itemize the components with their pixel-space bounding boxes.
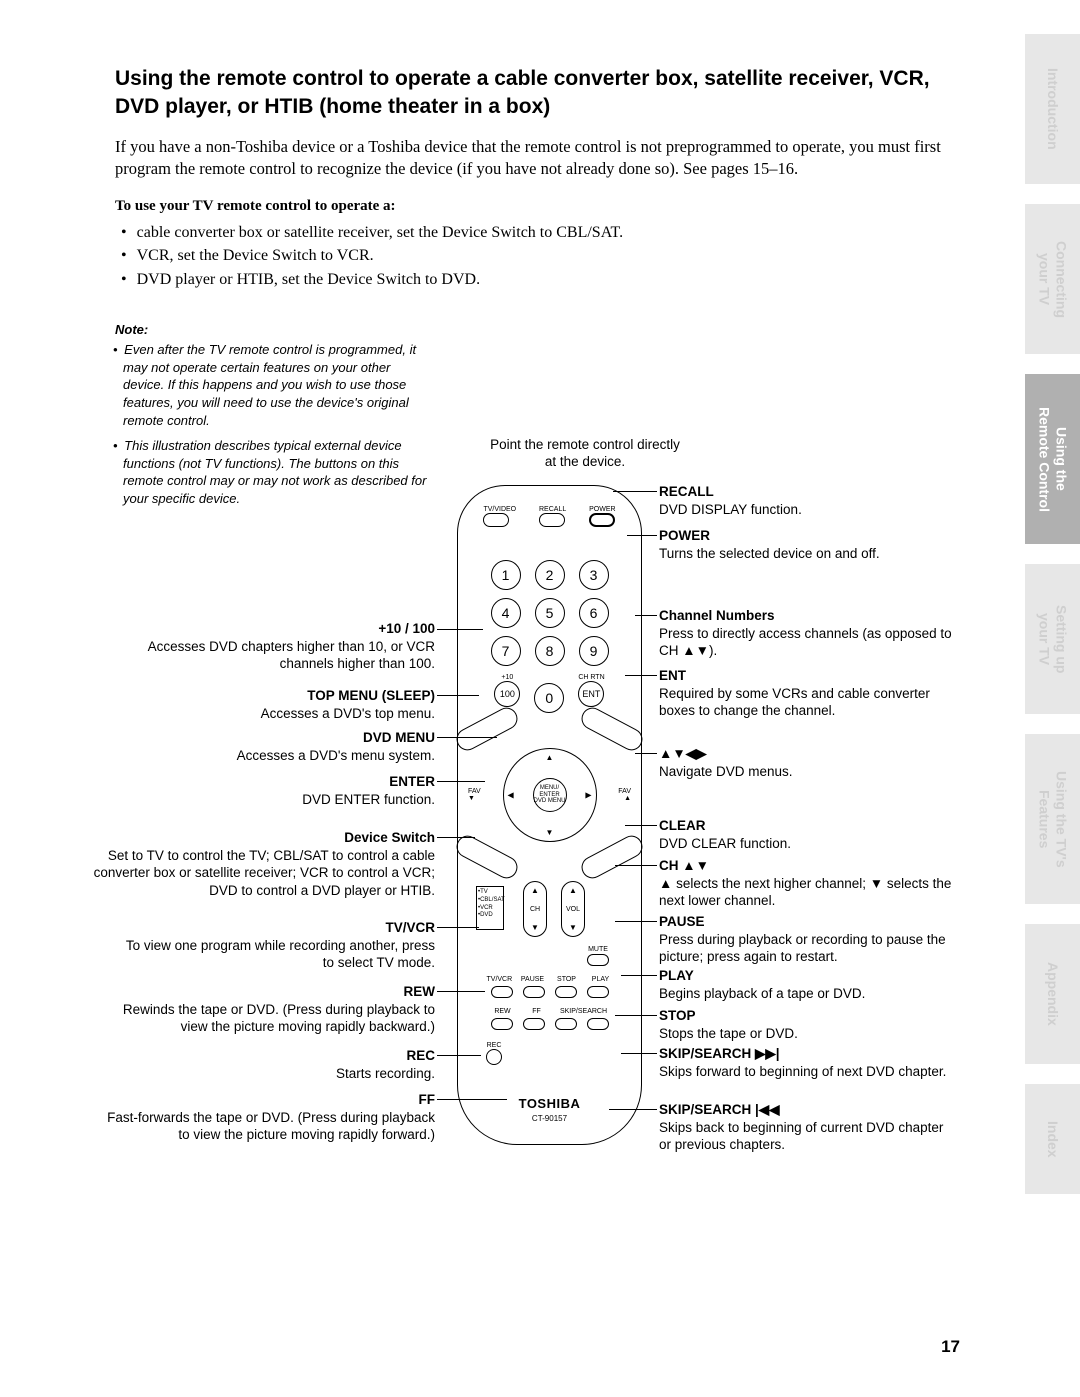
tab-index: Index xyxy=(1025,1084,1080,1194)
tab-connecting: Connecting your TV xyxy=(1025,204,1080,354)
tab-introduction: Introduction xyxy=(1025,34,1080,184)
chrtn-label: CH RTN xyxy=(578,674,604,681)
ent-button: ENT xyxy=(578,681,604,707)
num-button: 4 xyxy=(491,598,521,628)
dpad-center: MENU/ENTERDVD MENU xyxy=(533,778,567,812)
num-button: 0 xyxy=(534,683,564,713)
point-caption: Point the remote control directly at the… xyxy=(485,437,685,471)
fav-left: FAV▼ xyxy=(468,788,481,802)
num-button: 1 xyxy=(491,560,521,590)
label-power: POWERTurns the selected device on and of… xyxy=(659,527,959,562)
remote-diagram: Point the remote control directly at the… xyxy=(115,435,955,1235)
exit-button xyxy=(578,832,647,882)
fav-right: FAV▲ xyxy=(618,788,631,802)
vol-rocker: ▲VOL▼ xyxy=(561,881,585,937)
num-button: 7 xyxy=(491,636,521,666)
label-ch: CH ▲▼▲ selects the next higher channel; … xyxy=(659,857,959,910)
play-button xyxy=(587,986,609,998)
model: CT-90157 xyxy=(458,1114,641,1123)
dpad: MENU/ENTERDVD MENU ▲ ▼ ◀ ▶ xyxy=(503,748,597,842)
ctrl-label: TV/VCR xyxy=(487,976,511,983)
ff-button xyxy=(523,1018,545,1030)
label-chnum: Channel NumbersPress to directly access … xyxy=(659,607,959,660)
label-rew: REWRewinds the tape or DVD. (Press durin… xyxy=(105,983,435,1036)
page-content: Using the remote control to operate a ca… xyxy=(115,65,955,515)
skipb-button xyxy=(555,1018,577,1030)
plus10-label: +10 xyxy=(494,674,520,681)
tab-remote-control: Using the Remote Control xyxy=(1025,374,1080,544)
label-stop: STOPStops the tape or DVD. xyxy=(659,1007,959,1042)
tvvideo-label: TV/VIDEO xyxy=(483,506,516,513)
tvvideo-button xyxy=(483,513,509,527)
label-recall: RECALLDVD DISPLAY function. xyxy=(659,483,959,518)
label-ent: ENTRequired by some VCRs and cable conve… xyxy=(659,667,959,720)
power-label: POWER xyxy=(589,506,615,513)
num-button: 2 xyxy=(535,560,565,590)
ctrl-label: SKIP/SEARCH xyxy=(559,1008,609,1015)
label-pause: PAUSEPress during playback or recording … xyxy=(659,913,959,966)
sub-heading: To use your TV remote control to operate… xyxy=(115,198,955,215)
mute-button xyxy=(587,954,609,966)
ctrl-label: STOP xyxy=(555,976,579,983)
recall-button xyxy=(539,513,565,527)
label-nav: ▲▼◀▶Navigate DVD menus. xyxy=(659,745,959,780)
label-devswitch: Device SwitchSet to TV to control the TV… xyxy=(85,829,435,899)
num-button: 5 xyxy=(535,598,565,628)
num-button: 6 xyxy=(579,598,609,628)
label-plus10: +10 / 100Accesses DVD chapters higher th… xyxy=(115,620,435,673)
rec-label: REC xyxy=(486,1042,502,1049)
power-button xyxy=(589,513,615,527)
label-dvdmenu: DVD MENUAccesses a DVD's menu system. xyxy=(115,729,435,764)
num-button: 9 xyxy=(579,636,609,666)
skipf-button xyxy=(587,1018,609,1030)
page-heading: Using the remote control to operate a ca… xyxy=(115,65,955,122)
ctrl-label: PAUSE xyxy=(521,976,545,983)
num-button: 3 xyxy=(579,560,609,590)
ctrl-label: FF xyxy=(525,1008,549,1015)
enter-button xyxy=(453,832,522,882)
page-number: 17 xyxy=(941,1337,960,1357)
bullet-list: cable converter box or satellite receive… xyxy=(115,221,955,291)
label-clear: CLEARDVD CLEAR function. xyxy=(659,817,959,852)
tab-appendix: Appendix xyxy=(1025,924,1080,1064)
note-title: Note: xyxy=(115,321,435,339)
hundred-button: 100 xyxy=(494,681,520,707)
ch-rocker: ▲CH▼ xyxy=(523,881,547,937)
tvvcr-button xyxy=(491,986,513,998)
bullet-item: DVD player or HTIB, set the Device Switc… xyxy=(137,268,955,291)
tab-setting-up: Setting up your TV xyxy=(1025,564,1080,714)
remote-outline: TV/VIDEO RECALL POWER 1 2 3 4 5 6 7 8 9 … xyxy=(457,485,642,1145)
label-play: PLAYBegins playback of a tape or DVD. xyxy=(659,967,959,1002)
tab-features: Using the TV's Features xyxy=(1025,734,1080,904)
recall-label: RECALL xyxy=(539,506,566,513)
stop-button xyxy=(555,986,577,998)
side-tabs: Introduction Connecting your TV Using th… xyxy=(1025,0,1080,1397)
mute-label: MUTE xyxy=(587,946,609,953)
label-tvvcr: TV/VCRTo view one program while recordin… xyxy=(115,919,435,972)
label-enter: ENTERDVD ENTER function. xyxy=(115,773,435,808)
intro-paragraph: If you have a non-Toshiba device or a To… xyxy=(115,136,955,181)
label-skipf: SKIP/SEARCH ▶▶|Skips forward to beginnin… xyxy=(659,1045,959,1080)
ctrl-label: REW xyxy=(491,1008,515,1015)
note-item: Even after the TV remote control is prog… xyxy=(123,341,435,429)
num-button: 8 xyxy=(535,636,565,666)
label-topmenu: TOP MENU (SLEEP)Accesses a DVD's top men… xyxy=(115,687,435,722)
ctrl-label: PLAY xyxy=(589,976,613,983)
bullet-item: VCR, set the Device Switch to VCR. xyxy=(137,244,955,267)
rew-button xyxy=(491,1018,513,1030)
pause-button xyxy=(523,986,545,998)
label-ff: FFFast-forwards the tape or DVD. (Press … xyxy=(105,1091,435,1144)
bullet-item: cable converter box or satellite receive… xyxy=(137,221,955,244)
rec-button xyxy=(486,1049,502,1065)
device-switch: •TV•CBL/SAT•VCR•DVD xyxy=(476,886,504,930)
label-skipb: SKIP/SEARCH |◀◀Skips back to beginning o… xyxy=(659,1101,959,1154)
label-rec: RECStarts recording. xyxy=(115,1047,435,1082)
